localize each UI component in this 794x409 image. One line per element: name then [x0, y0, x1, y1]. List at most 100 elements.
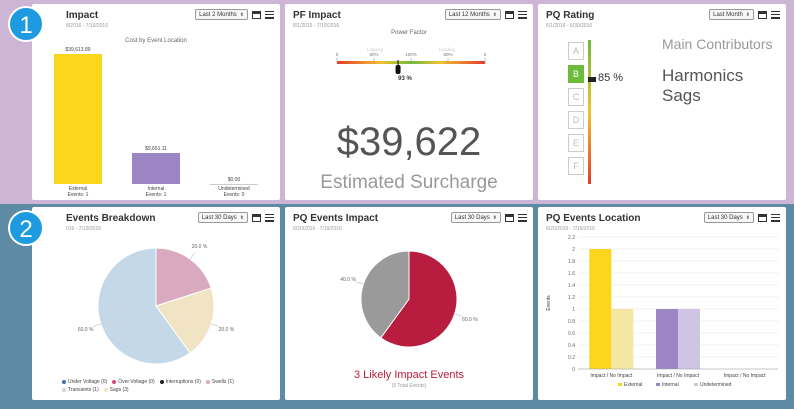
pie-label-leader	[454, 313, 463, 317]
step-badge-1: 1	[8, 6, 44, 42]
select-caret-icon: ⬍	[745, 11, 750, 18]
menu-icon[interactable]	[771, 10, 780, 19]
surcharge-caption: Estimated Surcharge	[320, 172, 498, 193]
legend-label: Under Voltage (0)	[68, 379, 108, 385]
pie-slice	[360, 250, 410, 339]
period-select-value: Last 2 Months	[199, 11, 237, 18]
menu-icon[interactable]	[771, 213, 780, 222]
widget-date-range: 016 - 7/19/2016	[66, 226, 102, 232]
legend-label: Over Voltage (0)	[118, 379, 155, 385]
x-category-label: Impact / No Impact	[590, 373, 633, 379]
gauge-zone-lagging: Lagging	[367, 47, 384, 52]
legend-item[interactable]: Transients (1)	[62, 387, 99, 393]
y-tick-label: 0	[572, 367, 575, 373]
select-caret-icon: ⬍	[239, 214, 244, 221]
widget-title: PQ Events Location	[546, 213, 641, 224]
gauge-tick-label: 0	[484, 52, 487, 57]
legend-label: Internal	[662, 382, 679, 388]
period-select[interactable]: Last 12 Months ⬍	[444, 9, 501, 20]
events-breakdown-pie: 20.0 % 20.0 % 60.0 %	[78, 244, 235, 365]
window-icon[interactable]	[505, 10, 514, 19]
grade-f: F	[568, 157, 584, 175]
surcharge-amount: $39,622	[336, 120, 482, 164]
legend-label: External	[624, 382, 642, 388]
rating-value: 85 %	[598, 71, 624, 84]
menu-icon[interactable]	[265, 213, 274, 222]
x-category-label: Impact / No Impact	[657, 373, 700, 379]
no-impact-bar	[678, 309, 700, 369]
events-breakdown-widget: Events Breakdown 016 - 7/19/2016 Last 30…	[32, 207, 280, 400]
likely-impact-headline: 3 Likely Impact Events	[353, 369, 465, 381]
power-factor-gauge: 0 80% 100% 80% 0 Lagging Leading	[336, 47, 487, 74]
legend-label: Transients (1)	[68, 387, 99, 393]
y-tick-label: 0.4	[568, 343, 575, 349]
legend-item[interactable]: Interruptions (0)	[159, 379, 201, 385]
chart-title: Cost by Event Location	[125, 38, 187, 44]
legend-label: Sags (3)	[109, 387, 129, 393]
widget-date-range: 6/20/2016 - 7/19/2016	[293, 226, 342, 232]
pie-slice-label: 60.0 %	[462, 317, 478, 323]
legend-item[interactable]: Swells (1)	[205, 379, 234, 385]
legend-item[interactable]: Sags (3)	[103, 387, 129, 393]
gauge-zone-leading: Leading	[439, 47, 456, 52]
menu-icon[interactable]	[518, 213, 527, 222]
widget-title: Impact	[66, 10, 99, 21]
select-caret-icon: ⬍	[745, 214, 750, 221]
pq-events-location-widget: PQ Events Location 6/20/2016 - 7/19/2016…	[538, 207, 786, 400]
bar-value-label: $39,613.89	[65, 47, 91, 53]
gauge-value-label: 93 %	[398, 76, 412, 82]
legend-swatch	[694, 383, 698, 386]
period-select-value: Last Month	[713, 11, 743, 18]
window-icon[interactable]	[252, 10, 261, 19]
widget-title: PQ Events Impact	[293, 213, 379, 224]
period-select-value: Last 30 Days	[201, 214, 237, 221]
window-icon[interactable]	[252, 213, 261, 222]
widget-title: PQ Rating	[546, 10, 595, 21]
widget-date-range: 6/1/2016 - 6/30/2016	[546, 23, 593, 29]
pie-label-leader	[355, 281, 364, 285]
contributor-item: Sags	[662, 86, 701, 105]
window-icon[interactable]	[758, 213, 767, 222]
grade-b: B	[568, 65, 584, 83]
cost-bar[interactable]	[54, 54, 102, 184]
period-select[interactable]: Last Month ⬍	[709, 9, 754, 20]
y-tick-label: 1.8	[568, 259, 575, 265]
legend-dot	[159, 379, 164, 384]
legend-item[interactable]: Under Voltage (0)	[62, 379, 107, 385]
period-select[interactable]: Last 30 Days ⬍	[197, 212, 248, 223]
period-select[interactable]: Last 30 Days ⬍	[450, 212, 501, 223]
legend-dot	[205, 379, 210, 384]
bar-category-label: External	[68, 186, 88, 192]
y-tick-label: 0.6	[568, 331, 575, 337]
legend-dot	[103, 387, 108, 392]
menu-icon[interactable]	[518, 10, 527, 19]
y-tick-label: 1	[572, 307, 575, 313]
bar-value-label: $9,651.11	[145, 145, 167, 152]
impact-bar	[589, 249, 612, 369]
cost-bar[interactable]	[210, 184, 258, 185]
legend-swatch	[656, 383, 660, 386]
bar-category-label: Events: 0	[223, 192, 245, 198]
pie-label-leader	[189, 252, 195, 260]
menu-icon[interactable]	[265, 10, 274, 19]
pie-slice	[97, 247, 191, 365]
period-select[interactable]: Last 30 Days ⬍	[703, 212, 754, 223]
cost-impact-widget: Impact 8/2016 - 7/19/2016 Last 2 Months ⬍…	[32, 4, 280, 200]
gauge-tick-label: 0	[336, 52, 339, 57]
period-select[interactable]: Last 2 Months ⬍	[195, 9, 248, 20]
pf-impact-widget: PF Impact 8/1/2015 - 7/19/2016 Last 12 M…	[285, 4, 533, 200]
total-events-note: (5 Total Events)	[391, 383, 427, 389]
pie-label-leader	[211, 323, 219, 327]
select-caret-icon: ⬍	[492, 11, 497, 18]
widget-title: PF Impact	[293, 10, 341, 21]
legend-label: Undetermined	[700, 382, 732, 388]
widget-date-range: 8/1/2015 - 7/19/2016	[293, 23, 340, 29]
impact-bar	[656, 309, 678, 369]
legend-item[interactable]: Over Voltage (0)	[112, 379, 155, 385]
window-icon[interactable]	[758, 10, 767, 19]
legend-dot	[62, 379, 66, 384]
window-icon[interactable]	[505, 213, 514, 222]
legend-dot	[112, 379, 117, 384]
cost-bar[interactable]	[132, 152, 180, 184]
legend-dot	[62, 387, 66, 392]
